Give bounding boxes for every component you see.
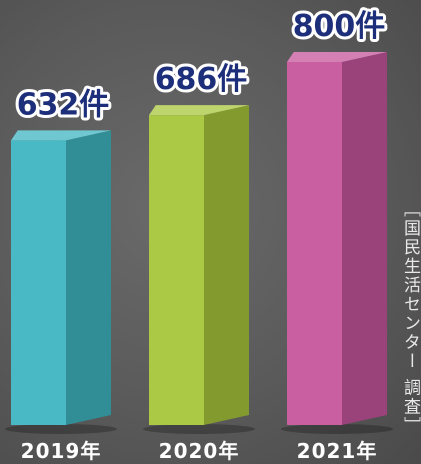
bar-2020年 [143,105,255,434]
bar-2019年 [5,130,117,434]
category-label: 2019年 [21,439,102,463]
category-label: 2021年 [297,439,378,463]
value-label: 632件 [17,87,110,122]
bar-2021年 [281,52,393,434]
category-label: 2020年 [159,439,240,463]
source-note: ［国民生活センター 調査］ [400,200,420,436]
value-label: 800件 [293,9,386,44]
value-label: 686件 [155,62,248,97]
